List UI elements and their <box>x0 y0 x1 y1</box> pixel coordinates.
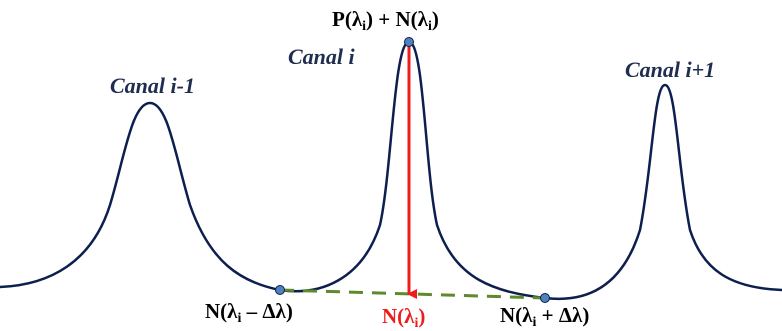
noise-right-open: N(λ <box>500 303 533 327</box>
noise-center-close: ) <box>418 304 425 328</box>
noise-left-open: N(λ <box>205 299 238 323</box>
peak-marker <box>404 37 414 47</box>
noise-center-label: N(λi) <box>382 304 425 331</box>
peak-p-open: P(λ <box>332 7 363 31</box>
noise-right-marker <box>540 293 550 303</box>
peak-n-subscript: i <box>428 19 432 34</box>
channel-label-previous: Canal i-1 <box>110 73 195 98</box>
noise-center-open: N(λ <box>382 304 415 328</box>
peak-n-open: N(λ <box>396 7 429 31</box>
noise-left-marker <box>275 285 285 295</box>
noise-left-label: N(λi – Δλ) <box>205 299 293 326</box>
noise-interpolation-line <box>279 288 546 300</box>
noise-right-subscript: i <box>532 315 536 330</box>
peak-p-subscript: i <box>362 19 366 34</box>
channel-label-next: Canal i+1 <box>625 57 715 82</box>
noise-center-subscript: i <box>414 316 418 331</box>
noise-left-rest: – Δλ) <box>241 299 292 323</box>
noise-right-label: N(λi + Δλ) <box>500 303 589 330</box>
peak-label: P(λi) + N(λi) <box>332 7 439 34</box>
peak-p-close: ) <box>366 7 373 31</box>
channel-label-current: Canal i <box>288 44 356 69</box>
noise-right-rest: + Δλ) <box>536 303 589 327</box>
peak-plus: + <box>373 7 395 31</box>
peak-n-close: ) <box>432 7 439 31</box>
noise-left-subscript: i <box>237 311 241 326</box>
